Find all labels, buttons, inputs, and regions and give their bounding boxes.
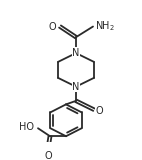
Text: HO: HO — [19, 122, 34, 132]
Text: O: O — [96, 106, 104, 116]
Text: N: N — [72, 82, 80, 92]
Text: NH$_2$: NH$_2$ — [95, 19, 115, 32]
Text: O: O — [48, 22, 56, 32]
Text: O: O — [44, 151, 52, 160]
Text: N: N — [72, 48, 80, 58]
